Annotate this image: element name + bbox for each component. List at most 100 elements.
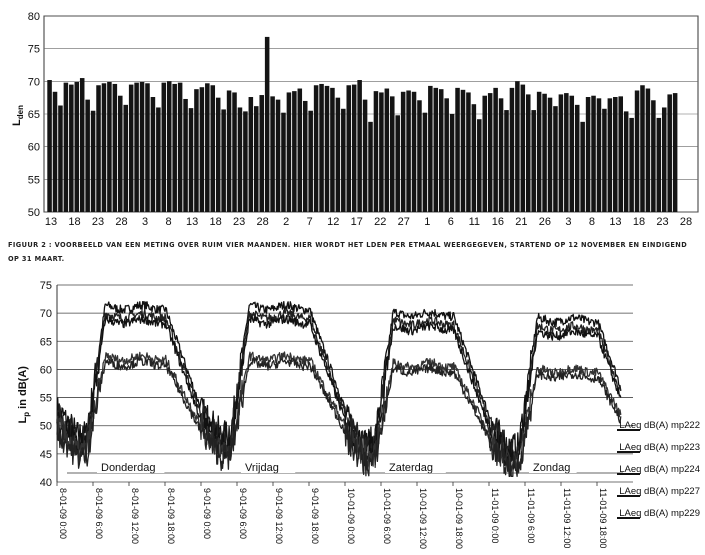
- lden-bar: [487, 93, 493, 212]
- top-x-tick-label: 18: [633, 216, 645, 228]
- top-x-tick-label: 28: [115, 216, 127, 228]
- top-x-tick-label: 18: [68, 216, 80, 228]
- lden-bar: [433, 87, 439, 212]
- lden-bar: [493, 87, 498, 212]
- lden-bar: [515, 81, 520, 212]
- bottom-x-tick-label: 10-01-09 12:00: [418, 488, 428, 549]
- lden-bar: [308, 110, 313, 212]
- top-x-tick-label: 7: [307, 216, 313, 228]
- lden-bar: [319, 83, 324, 213]
- bottom-x-tick-label: 11-01-09 12:00: [562, 488, 572, 548]
- top-x-tick-label: 13: [186, 216, 198, 228]
- lden-bar: [438, 89, 444, 212]
- legend-label: LAeq dB(A) mp227: [619, 486, 700, 497]
- figure-caption: FIGUUR 2 : VOORBEELD VAN EEN METING OVER…: [8, 241, 688, 263]
- bottom-x-tick-label: 11-01-09 0:00: [490, 488, 500, 543]
- lden-bar: [324, 85, 330, 212]
- lden-bar: [574, 104, 580, 212]
- lden-bar: [591, 95, 596, 212]
- bottom-x-tick-label: 9-01-09 12:00: [274, 488, 284, 544]
- lden-bar: [379, 92, 384, 212]
- lden-bar: [264, 36, 270, 213]
- lden-bar: [460, 89, 466, 212]
- lden-bar: [613, 97, 618, 212]
- lden-bar: [411, 91, 417, 212]
- legend-label: LAeq dB(A) mp224: [619, 464, 700, 475]
- lden-bar: [384, 88, 390, 212]
- lden-bar: [580, 121, 585, 212]
- lden-bar: [406, 90, 411, 212]
- lden-bar: [188, 108, 194, 212]
- lden-bar: [389, 96, 395, 212]
- top-x-tick-label: 3: [565, 216, 571, 228]
- top-y-tick-label: 60: [28, 142, 40, 154]
- lden-bar: [504, 110, 509, 212]
- day-label: Zaterdag: [389, 462, 433, 474]
- bottom-x-tick-label: 9-01-09 6:00: [238, 488, 248, 539]
- top-y-tick-label: 55: [28, 174, 40, 186]
- lden-bar: [368, 121, 373, 212]
- top-y-tick-label: 50: [28, 207, 40, 219]
- top-x-tick-label: 23: [233, 216, 245, 228]
- top-x-tick-label: 28: [257, 216, 269, 228]
- top-x-tick-label: 28: [680, 216, 692, 228]
- day-label: Vrijdag: [245, 462, 279, 474]
- day-label-bg: [241, 461, 296, 473]
- top-x-tick-label: 17: [351, 216, 363, 228]
- top-x-tick-label: 1: [424, 216, 430, 228]
- bottom-x-tick-label: 8-01-09 6:00: [94, 488, 104, 539]
- top-x-tick-label: 13: [609, 216, 621, 228]
- lden-bar: [85, 99, 90, 212]
- lden-bar: [145, 83, 150, 212]
- lp-line-chart: 40 45 50 55 60 65 70 75 Lp in dB(A) Donderdag Vrij…: [17, 280, 700, 549]
- bottom-x-tick-label: 9-01-09 0:00: [202, 488, 212, 539]
- lden-bar: [237, 107, 243, 212]
- bottom-y-tick-label: 60: [40, 364, 52, 376]
- top-x-tick-label: 23: [92, 216, 104, 228]
- lden-bar: [297, 88, 303, 212]
- lden-bar: [395, 115, 400, 212]
- lden-bar: [335, 97, 341, 212]
- lden-bar: [672, 93, 678, 212]
- legend-label: LAeq dB(A) mp223: [619, 442, 700, 453]
- top-x-tick-label: 8: [589, 216, 595, 228]
- lden-bar: [302, 100, 308, 212]
- bottom-y-axis-label-sub: p: [22, 412, 31, 417]
- top-x-tick-label: 21: [515, 216, 527, 228]
- lden-bar: [373, 91, 379, 212]
- lden-bar: [602, 108, 607, 212]
- series-line: [56, 351, 622, 474]
- lden-bar: [444, 98, 449, 212]
- lden-bar: [47, 80, 52, 212]
- bottom-x-tick-label: 8-01-09 0:00: [58, 488, 68, 539]
- bottom-x-tick-label: 9-01-09 18:00: [310, 488, 320, 544]
- bottom-y-tick-label: 45: [40, 449, 52, 461]
- lden-bar: [275, 99, 281, 212]
- lden-bar: [640, 85, 645, 212]
- lden-bar: [58, 105, 63, 212]
- day-label-bg: [529, 461, 577, 473]
- lden-bar: [645, 88, 651, 212]
- top-x-tick-label: 6: [448, 216, 454, 228]
- lden-bar: [199, 87, 205, 212]
- lden-bar: [428, 85, 433, 212]
- lden-bar: [509, 87, 515, 212]
- lden-bar: [362, 99, 368, 212]
- lden-bar: [656, 117, 662, 212]
- lden-bar: [346, 85, 352, 212]
- lden-bar: [112, 83, 118, 213]
- lden-bar: [134, 82, 139, 212]
- lden-bar: [156, 107, 161, 212]
- lden-bar: [330, 87, 335, 212]
- lden-bar: [270, 96, 275, 212]
- day-label: Donderdag: [101, 462, 155, 474]
- lden-bar: [400, 91, 406, 212]
- lden-bar: [96, 85, 101, 212]
- series-line: [56, 308, 622, 467]
- lden-bar: [79, 78, 85, 212]
- top-x-tick-label: 26: [539, 216, 551, 228]
- bottom-x-tick-label: 11-01-09 6:00: [526, 488, 536, 543]
- bottom-y-axis-label-rest: in dB(A): [17, 366, 29, 412]
- lden-bar: [569, 95, 575, 212]
- lden-bar: [52, 91, 58, 212]
